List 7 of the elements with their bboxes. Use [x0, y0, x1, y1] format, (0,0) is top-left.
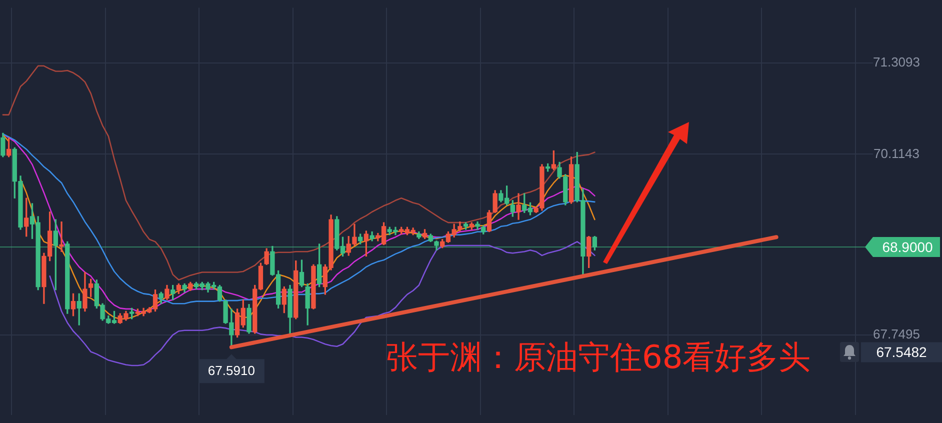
annotation: 67.5910 — [208, 363, 255, 378]
text: 67.5482 — [876, 344, 928, 360]
y-tick-label: 70.1143 — [873, 146, 920, 161]
ref-line-label: 68.9000 — [882, 238, 934, 255]
text: 张于渊：原油守住68看好多头 — [386, 338, 811, 376]
y-tick-label: 67.7495 — [872, 326, 920, 342]
y-tick-label: 71.3093 — [872, 54, 920, 70]
